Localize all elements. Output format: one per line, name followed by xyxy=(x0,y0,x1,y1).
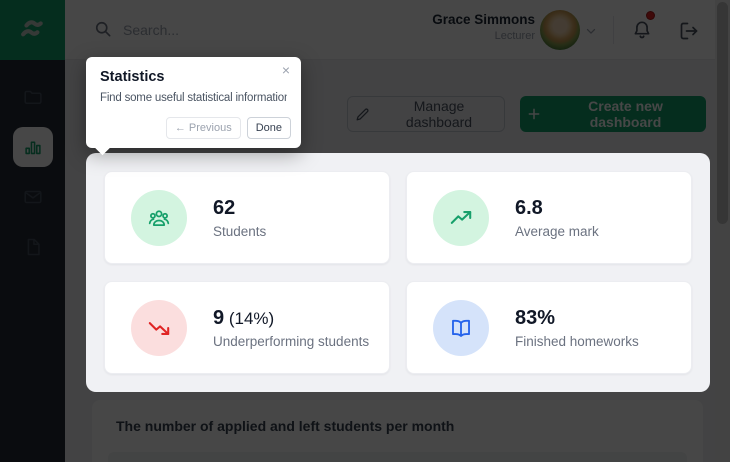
stat-label: Average mark xyxy=(515,223,599,239)
stat-icon-circle xyxy=(433,299,489,356)
close-icon: × xyxy=(281,62,290,78)
done-button[interactable]: Done xyxy=(246,117,291,139)
stat-card-homeworks: 83% Finished homeworks xyxy=(406,281,692,374)
stat-card-underperforming: 9 (14%) Underperforming students xyxy=(104,281,390,374)
stat-text: 62 Students xyxy=(213,197,266,239)
stat-text: 6.8 Average mark xyxy=(515,197,599,239)
popover-close-button[interactable]: × xyxy=(280,61,292,79)
popover-body: Find some useful statistical information… xyxy=(100,92,287,104)
stat-label: Finished homeworks xyxy=(515,333,639,349)
stat-text: 9 (14%) Underperforming students xyxy=(213,307,369,349)
stat-card-average-mark: 6.8 Average mark xyxy=(406,171,692,264)
popover-title: Statistics xyxy=(100,69,165,85)
stat-icon-circle xyxy=(131,189,187,246)
popover-buttons: ← Previous Done xyxy=(165,117,291,139)
stats-panel: 62 Students 6.8 Average mark xyxy=(86,153,710,392)
stat-label: Underperforming students xyxy=(213,333,370,349)
previous-button[interactable]: ← Previous xyxy=(165,117,241,139)
stat-value: 6.8 xyxy=(515,196,543,219)
stat-card-students: 62 Students xyxy=(104,171,390,264)
tour-popover: × Statistics Find some useful statistica… xyxy=(86,57,301,156)
users-icon xyxy=(146,205,172,231)
trend-up-icon xyxy=(448,205,474,231)
stat-value-suffix: (14%) xyxy=(224,308,275,328)
stat-label: Students xyxy=(213,223,267,239)
stat-value: 83% xyxy=(515,306,556,329)
stat-text: 83% Finished homeworks xyxy=(515,307,639,349)
stat-icon-circle xyxy=(433,189,489,246)
stat-value: 62 xyxy=(213,196,236,219)
trend-down-icon xyxy=(146,315,172,341)
stat-value: 9 xyxy=(213,306,225,329)
book-icon xyxy=(448,315,474,341)
stat-icon-circle xyxy=(131,299,187,356)
